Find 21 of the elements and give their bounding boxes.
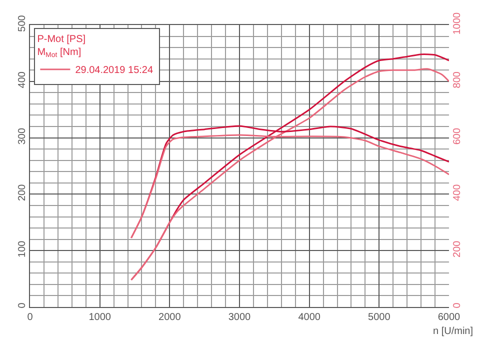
y-tick-label: 400: [17, 71, 28, 88]
y-tick-label: 500: [17, 14, 28, 32]
y2-tick-label: 200: [452, 240, 463, 258]
y2-tick-label: 0: [452, 302, 463, 308]
y2-tick-label: 800: [452, 71, 463, 88]
y2-tick-label: 600: [452, 128, 463, 145]
legend-title: P-Mot [PS] M$_{Mot}$ [Nm]: [37, 34, 86, 59]
y-tick-label: 300: [17, 128, 28, 145]
x-tick-label: 6000: [438, 312, 461, 323]
y-tick-label: 200: [17, 184, 28, 202]
y-tick-label: 100: [17, 240, 28, 258]
y2-tick-label: 1000: [452, 12, 463, 35]
y-tick-label: 0: [17, 302, 28, 308]
x-axis-title: n [U/min]: [433, 326, 474, 337]
legend-label: 29.04.2019 15:24: [75, 65, 154, 76]
x-tick-label: 4000: [298, 312, 321, 323]
x-tick-label: 5000: [368, 312, 391, 323]
x-tick-label: 3000: [228, 312, 252, 323]
x-tick-label: 2000: [158, 312, 182, 323]
x-tick-label: 1000: [88, 312, 112, 323]
y2-tick-label: 400: [452, 184, 463, 202]
